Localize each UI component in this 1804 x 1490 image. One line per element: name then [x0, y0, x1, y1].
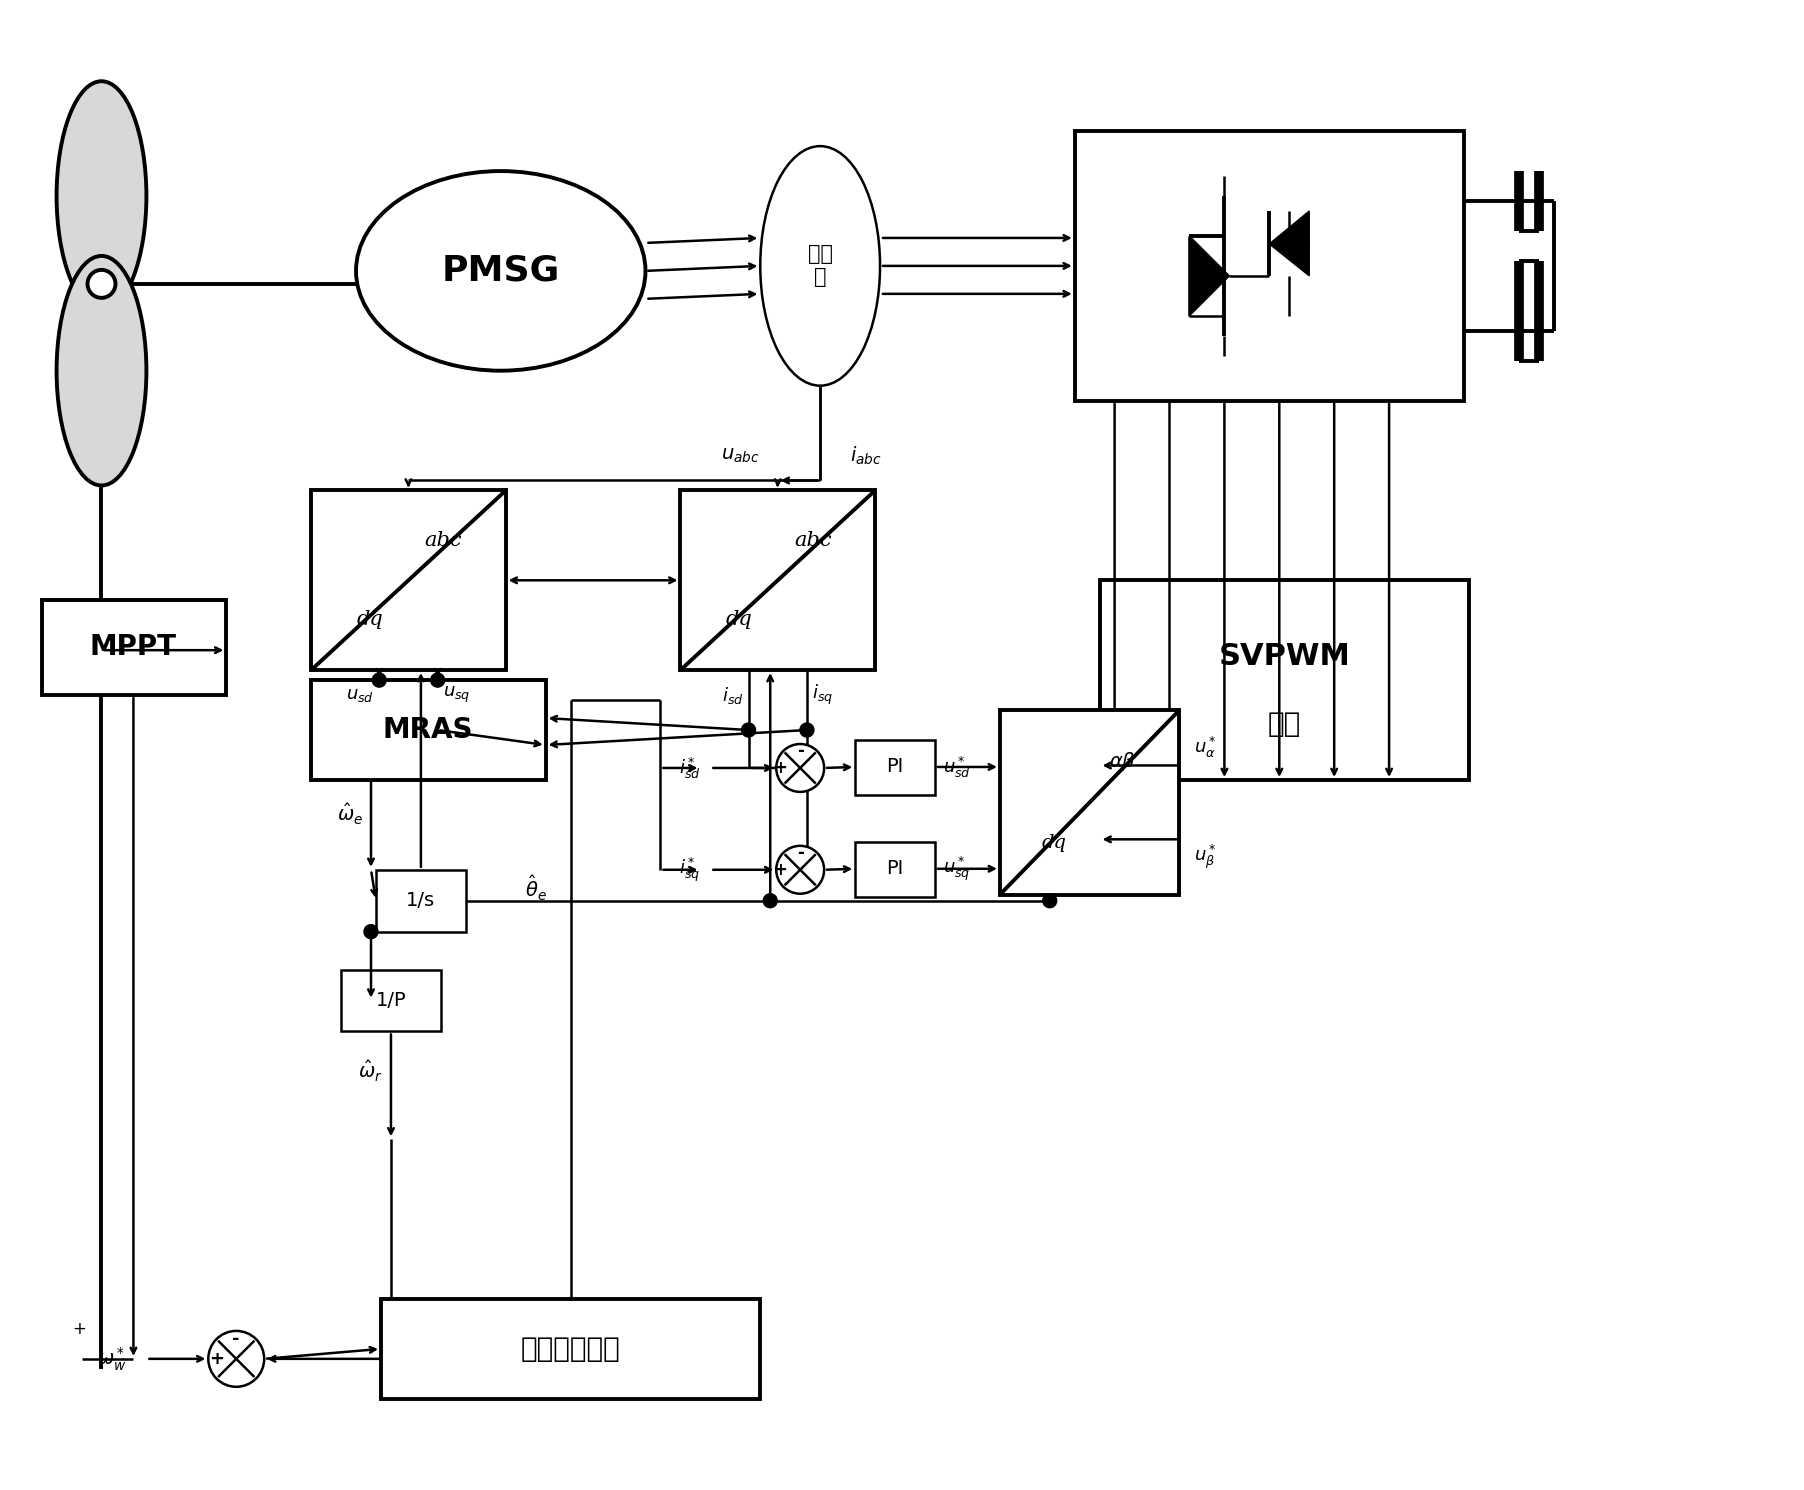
Text: $i_{abc}$: $i_{abc}$ — [850, 444, 882, 466]
Bar — [310, 679, 545, 779]
Text: $u_{sq}$: $u_{sq}$ — [442, 685, 471, 705]
Circle shape — [741, 723, 756, 738]
Text: -: - — [797, 843, 803, 861]
Text: $u_\beta^*$: $u_\beta^*$ — [1194, 843, 1218, 872]
Text: -: - — [233, 1331, 240, 1348]
Text: SVPWM: SVPWM — [1218, 642, 1349, 670]
Text: +: + — [774, 861, 787, 879]
Text: 1/P: 1/P — [375, 991, 406, 1010]
Circle shape — [776, 744, 824, 791]
Circle shape — [763, 894, 778, 907]
Ellipse shape — [56, 256, 146, 486]
Text: MRAS: MRAS — [382, 717, 473, 744]
Text: 改进积分滑模: 改进积分滑模 — [521, 1335, 621, 1363]
Circle shape — [1043, 894, 1057, 907]
Polygon shape — [1270, 212, 1310, 276]
Text: +: + — [209, 1350, 224, 1368]
Text: PI: PI — [886, 757, 904, 776]
Text: +: + — [72, 1320, 87, 1338]
Text: $u_{sd}^*$: $u_{sd}^*$ — [943, 754, 971, 779]
Text: MPPT: MPPT — [90, 633, 177, 662]
Bar — [855, 741, 934, 794]
Text: 调制: 调制 — [1268, 711, 1301, 738]
Text: -: - — [797, 742, 803, 760]
Text: dq: dq — [355, 611, 382, 629]
Text: $\hat{\theta}_e$: $\hat{\theta}_e$ — [525, 875, 547, 903]
Bar — [855, 842, 934, 897]
Circle shape — [88, 270, 115, 298]
Ellipse shape — [56, 82, 146, 311]
Bar — [1100, 580, 1468, 779]
Ellipse shape — [759, 146, 880, 386]
Bar — [381, 1299, 759, 1399]
Polygon shape — [1189, 235, 1229, 316]
Circle shape — [776, 846, 824, 894]
Text: PMSG: PMSG — [442, 253, 559, 288]
Bar — [341, 970, 440, 1031]
Circle shape — [431, 673, 444, 687]
Text: abc: abc — [794, 532, 832, 550]
Text: $i_{sq}^*$: $i_{sq}^*$ — [680, 855, 700, 884]
Text: $u_{sq}^*$: $u_{sq}^*$ — [943, 855, 971, 884]
Text: 传感
器: 传感 器 — [808, 244, 833, 288]
Text: dq: dq — [725, 611, 752, 629]
Text: $\hat{\omega}_r$: $\hat{\omega}_r$ — [359, 1059, 382, 1085]
Bar — [310, 490, 505, 670]
Text: $u_{sd}$: $u_{sd}$ — [346, 685, 373, 705]
Bar — [999, 711, 1180, 894]
Text: abc: abc — [424, 532, 462, 550]
Text: $i_{sd}$: $i_{sd}$ — [722, 684, 743, 706]
Text: $u_{abc}$: $u_{abc}$ — [722, 446, 759, 465]
Text: $u_\alpha^*$: $u_\alpha^*$ — [1194, 735, 1218, 760]
Text: PI: PI — [886, 860, 904, 878]
Circle shape — [207, 1331, 263, 1387]
Text: $i_{sq}$: $i_{sq}$ — [812, 682, 833, 708]
Bar — [375, 870, 465, 931]
Ellipse shape — [355, 171, 646, 371]
Text: 1/s: 1/s — [406, 891, 435, 910]
Text: $\hat{\omega}_e$: $\hat{\omega}_e$ — [337, 802, 363, 827]
Text: $i_{sd}^*$: $i_{sd}^*$ — [678, 755, 700, 781]
Text: $\alpha\beta$: $\alpha\beta$ — [1109, 751, 1135, 773]
Bar — [41, 600, 226, 696]
Text: +: + — [774, 758, 787, 776]
Bar — [680, 490, 875, 670]
Text: $\omega_w^*$: $\omega_w^*$ — [97, 1345, 126, 1372]
Circle shape — [799, 723, 814, 738]
Bar — [1075, 131, 1465, 401]
Circle shape — [364, 925, 379, 939]
Circle shape — [372, 673, 386, 687]
Text: dq: dq — [1041, 834, 1066, 852]
